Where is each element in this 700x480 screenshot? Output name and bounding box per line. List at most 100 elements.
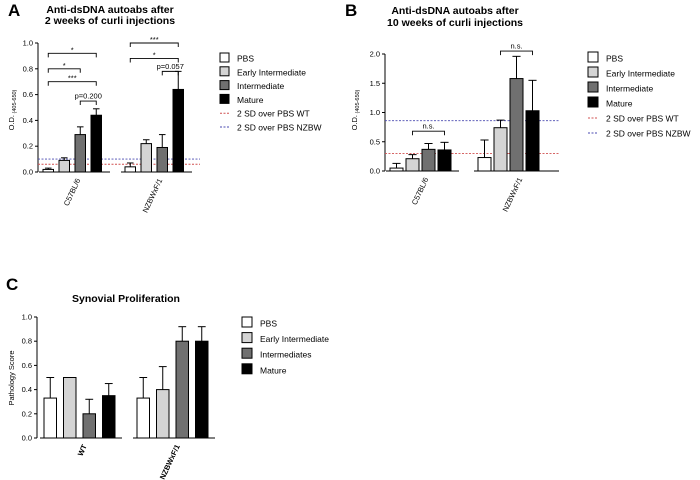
legend-label: Intermediates (260, 350, 312, 360)
y-tick-label: 0.0 (370, 167, 380, 176)
legend-swatch (241, 363, 253, 375)
legend-label: Early Intermediate (260, 334, 329, 344)
y-tick-label: 0.2 (22, 409, 32, 418)
significance-label: n.s. (510, 42, 522, 51)
significance-bracket (47, 68, 81, 73)
y-tick-label: 0.2 (23, 142, 33, 151)
chart-title: Synovial Proliferation (72, 293, 180, 305)
y-tick-label: 0.4 (23, 116, 33, 125)
legend-swatch (219, 80, 230, 91)
category-label: NZBWxF/1 (158, 443, 182, 480)
legend-swatch (587, 81, 599, 93)
legend: PBS Early Intermediate Intermediate Mature 2… (219, 52, 322, 133)
bar (175, 340, 189, 439)
legend-label: 2 SD over PBS WT (237, 109, 310, 119)
y-tick-label: 0.6 (23, 90, 33, 99)
bar (140, 143, 152, 173)
bar (525, 110, 540, 172)
legend-swatch (219, 66, 230, 77)
legend-swatch (587, 66, 599, 78)
y-tick-label: 0.6 (22, 361, 32, 370)
significance-bracket (79, 100, 97, 106)
chart-title: 2 weeks of curli injections (45, 15, 175, 27)
y-axis-label: O.D. (405-650) (350, 89, 361, 130)
legend-swatch (241, 332, 253, 344)
y-axis-label: O.D. (405-650) (7, 89, 18, 130)
legend-label: Mature (260, 365, 287, 375)
significance-label: * (63, 61, 66, 70)
chart-title: Anti-dsDNA autoabs after (391, 5, 518, 17)
legend-label: Early Intermediate (606, 69, 675, 79)
significance-label: p=0.200 (75, 92, 102, 101)
legend-label: Intermediate (237, 81, 285, 91)
significance-label: * (71, 45, 74, 54)
bar (389, 167, 404, 172)
bar (509, 78, 524, 172)
category-label: C57BL/6 (410, 176, 430, 206)
bar (136, 397, 150, 439)
legend-label: PBS (606, 54, 623, 64)
legend-swatch (219, 93, 230, 104)
bar (405, 158, 420, 172)
significance-label: * (153, 50, 156, 59)
bar (172, 88, 184, 173)
significance-bracket (47, 81, 97, 86)
bar (74, 134, 86, 173)
significance-bracket (47, 52, 97, 58)
bar (124, 166, 136, 173)
legend-swatch (241, 316, 253, 328)
category-label: WT (76, 443, 89, 458)
chart-title: Anti-dsDNA autoabs after (46, 4, 173, 16)
category-label: NZBWxF/1 (501, 176, 525, 213)
panel-letter: C (6, 275, 18, 294)
significance-bracket (129, 58, 179, 63)
significance-label: *** (68, 74, 77, 83)
legend-label: Mature (606, 99, 633, 109)
bar (156, 389, 170, 439)
bar (102, 395, 116, 439)
y-tick-label: 0.4 (22, 385, 32, 394)
category-label: C57BL/6 (62, 177, 82, 207)
significance-bracket (129, 42, 179, 47)
y-axis-label-main: O.D. (7, 115, 16, 130)
bar (437, 149, 452, 172)
bar (63, 377, 77, 439)
legend-swatch (587, 96, 599, 108)
y-axis-label: Pathology Score (7, 350, 16, 405)
bar (421, 148, 436, 172)
bar (82, 413, 96, 439)
significance-label: *** (150, 35, 159, 44)
legend-label: PBS (260, 319, 277, 329)
significance-bracket (500, 50, 533, 56)
y-tick-label: 1.5 (370, 79, 380, 88)
legend-label: PBS (237, 54, 254, 64)
panel-letter: A (8, 1, 20, 20)
y-tick-label: 1.0 (370, 108, 380, 117)
y-tick-label: 1.0 (22, 313, 32, 322)
y-tick-label: 1.0 (23, 39, 33, 48)
legend-swatch (241, 347, 253, 359)
bar (493, 127, 508, 172)
legend-label: Early Intermediate (237, 67, 306, 77)
significance-bracket (412, 130, 445, 136)
y-tick-label: 0.0 (22, 434, 32, 443)
y-tick-label: 0.8 (22, 337, 32, 346)
bar (90, 114, 102, 173)
y-tick-label: 0.5 (370, 137, 380, 146)
bar (156, 146, 168, 173)
y-axis-label-sub: (405-650) (355, 89, 361, 115)
bar (43, 397, 57, 439)
bar (58, 159, 70, 173)
legend-label: 2 SD over PBS WT (606, 114, 679, 124)
legend-label: Intermediate (606, 84, 654, 94)
bar (195, 340, 209, 439)
significance-bracket (161, 70, 179, 76)
legend-label: 2 SD over PBS NZBW (606, 129, 691, 139)
category-label: NZBWxF/1 (141, 177, 165, 214)
y-tick-label: 0.0 (23, 168, 33, 177)
legend-swatch (219, 52, 230, 63)
y-tick-label: 0.8 (23, 64, 33, 73)
